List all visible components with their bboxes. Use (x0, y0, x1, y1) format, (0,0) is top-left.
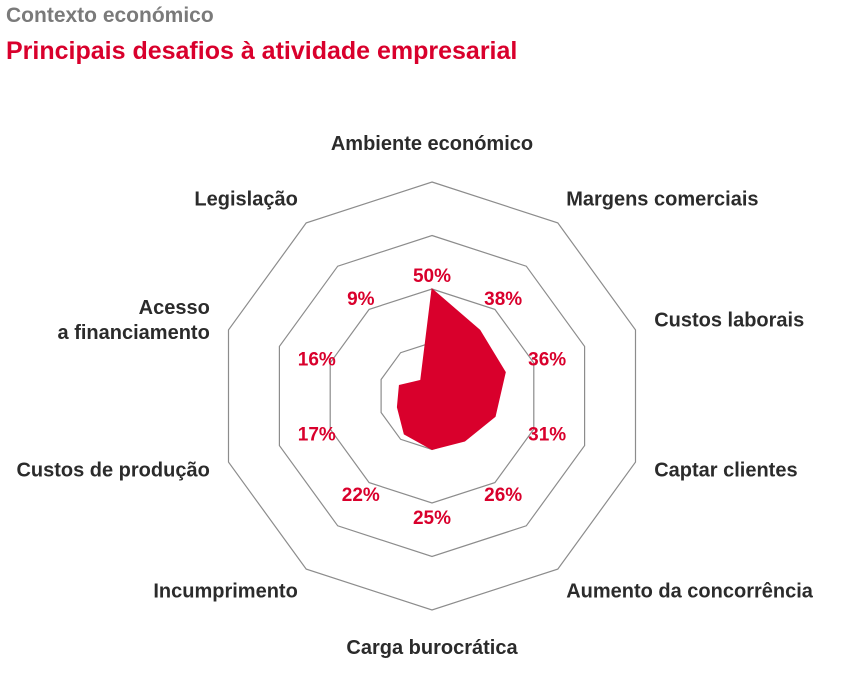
axis-label-3: Custos laborais (654, 310, 804, 332)
data-label-9: 16% (298, 350, 336, 371)
axis-label-line: Carga burocrática (346, 637, 518, 659)
axis-label-7: Incumprimento (153, 580, 297, 602)
data-label-2: 38% (484, 289, 522, 310)
data-label-6: 25% (413, 508, 451, 529)
axis-label-line: a financiamento (58, 322, 210, 344)
axis-label-line: Aumento da concorrência (566, 580, 814, 602)
axis-label-line: Ambiente económico (331, 133, 533, 155)
axis-label-line: Captar clientes (654, 459, 797, 481)
chart-title: Principais desafios à atividade empresar… (6, 37, 518, 65)
axis-label-10: Legislação (194, 189, 297, 211)
axis-label-line: Acesso (139, 297, 210, 319)
chart-supertitle: Contexto económico (6, 4, 214, 27)
axis-label-line: Incumprimento (153, 580, 297, 602)
data-label-7: 22% (342, 485, 380, 506)
grid-ring-2 (329, 288, 535, 504)
axis-label-5: Aumento da concorrência (566, 580, 814, 602)
axis-label-line: Margens comerciais (566, 189, 758, 211)
data-label-5: 26% (484, 485, 522, 506)
axis-label-1: Ambiente económico (331, 133, 533, 155)
grid-ring-4 (227, 181, 637, 611)
axis-label-line: Custos laborais (654, 310, 804, 332)
grid-ring-3 (278, 234, 586, 558)
axis-label-line: Legislação (194, 189, 297, 211)
data-label-10: 9% (347, 289, 375, 310)
axis-label-6: Carga burocrática (346, 637, 518, 659)
axis-label-line: Custos de produção (16, 459, 209, 481)
data-label-4: 31% (528, 424, 566, 445)
axis-label-2: Margens comerciais (566, 189, 758, 211)
data-label-3: 36% (528, 350, 566, 371)
axis-label-4: Captar clientes (654, 459, 797, 481)
data-label-1: 50% (413, 266, 451, 287)
axis-label-9: Acesso a financiamento (58, 297, 210, 344)
axis-label-8: Custos de produção (16, 459, 209, 481)
data-series-area (396, 288, 506, 451)
data-label-8: 17% (298, 424, 336, 445)
